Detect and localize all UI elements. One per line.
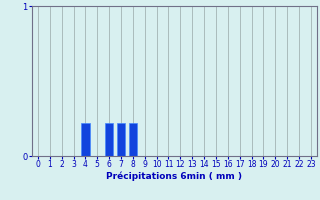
Bar	[81, 123, 90, 156]
X-axis label: Précipitations 6min ( mm ): Précipitations 6min ( mm )	[106, 172, 243, 181]
Bar	[129, 123, 137, 156]
Bar	[117, 123, 125, 156]
Bar	[105, 123, 113, 156]
